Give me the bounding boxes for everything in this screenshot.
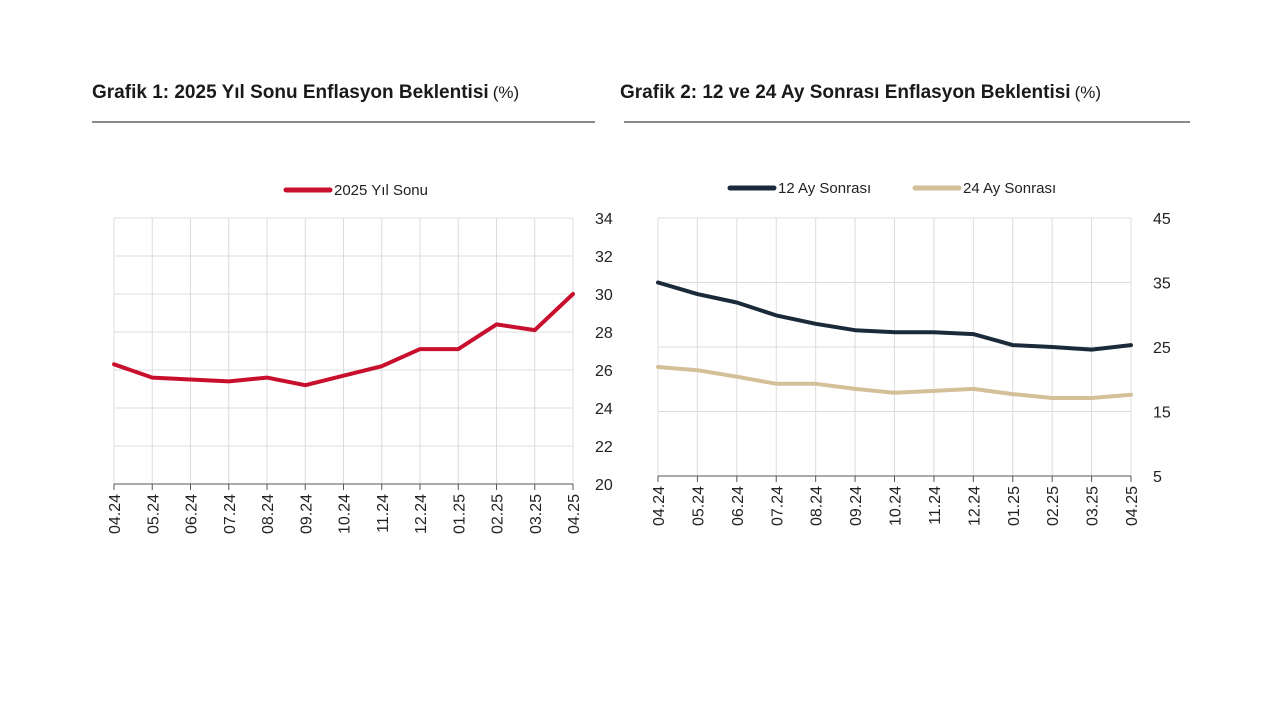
chart2-ytick-label: 45 <box>1153 211 1171 228</box>
chart1-ytick-label: 32 <box>595 249 613 266</box>
chart1-legend-label-1: 2025 Yıl Sonu <box>334 182 428 199</box>
chart2-xtick-label: 01.25 <box>1006 486 1023 526</box>
chart1-xtick-label: 04.25 <box>566 494 583 534</box>
chart2-xtick-label: 07.24 <box>769 486 786 526</box>
chart1-ytick-label: 22 <box>595 439 613 456</box>
chart1-title-text: Grafik 1: 2025 Yıl Sonu Enflasyon Beklen… <box>92 82 489 103</box>
chart2-legend-label-1: 12 Ay Sonrası <box>778 180 871 197</box>
chart1-xtick-label: 05.24 <box>145 494 162 534</box>
chart1-ytick-label: 30 <box>595 287 613 304</box>
chart1-title-unit: (%) <box>492 83 520 102</box>
chart1-xtick-label: 01.25 <box>451 494 468 534</box>
chart1-ytick-label: 24 <box>595 401 613 418</box>
chart2-title-text: Grafik 2: 12 ve 24 Ay Sonrası Enflasyon … <box>620 82 1071 103</box>
chart1-xtick-label: 04.24 <box>107 494 124 534</box>
chart1-xtick-label: 12.24 <box>413 494 430 534</box>
chart2-xtick-label: 02.25 <box>1045 486 1062 526</box>
chart2-xtick-label: 11.24 <box>927 486 944 525</box>
chart2-xtick-label: 10.24 <box>888 486 905 526</box>
chart1-title: Grafik 1: 2025 Yıl Sonu Enflasyon Beklen… <box>92 82 519 104</box>
chart2-xtick-label: 12.24 <box>966 486 983 526</box>
chart1-xtick-label: 06.24 <box>184 494 201 534</box>
chart1-ytick-label: 20 <box>595 477 613 494</box>
chart2-xtick-label: 03.25 <box>1085 486 1102 526</box>
chart2-xtick-label: 09.24 <box>848 486 865 526</box>
chart1-xtick-label: 08.24 <box>260 494 277 534</box>
chart1-xtick-label: 03.25 <box>528 494 545 534</box>
chart2-ytick-label: 5 <box>1153 469 1162 486</box>
chart2-title: Grafik 2: 12 ve 24 Ay Sonrası Enflasyon … <box>620 82 1101 104</box>
chart1-xtick-label: 11.24 <box>375 494 392 533</box>
chart1-xtick-label: 10.24 <box>337 494 354 534</box>
chart2-ytick-label: 25 <box>1153 340 1171 357</box>
chart1-ytick-label: 26 <box>595 363 613 380</box>
chart1-ytick-label: 28 <box>595 325 613 342</box>
chart2-title-rule <box>624 121 1190 123</box>
chart1-ytick-label: 34 <box>595 211 613 228</box>
chart1-title-rule <box>92 121 595 123</box>
chart2-legend-label-2: 24 Ay Sonrası <box>963 180 1056 197</box>
chart2-title-unit: (%) <box>1074 83 1102 102</box>
chart2-ytick-label: 15 <box>1153 405 1171 422</box>
chart2-xtick-label: 08.24 <box>809 486 826 526</box>
chart1-xtick-label: 07.24 <box>222 494 239 534</box>
chart2-xtick-label: 05.24 <box>690 486 707 526</box>
chart2-xtick-label: 06.24 <box>730 486 747 526</box>
chart2-xtick-label: 04.24 <box>651 486 668 526</box>
chart1-xtick-label: 09.24 <box>298 494 315 534</box>
chart1-xtick-label: 02.25 <box>490 494 507 534</box>
chart2-ytick-label: 35 <box>1153 276 1171 293</box>
chart2-xtick-label: 04.25 <box>1124 486 1141 526</box>
